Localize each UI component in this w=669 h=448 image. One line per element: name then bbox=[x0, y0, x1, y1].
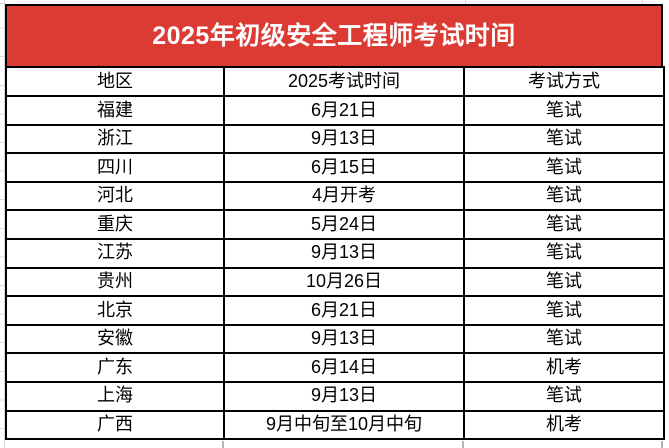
exam-schedule-table: 地区 2025考试时间 考试方式 福建 6月21日 笔试 浙江 9月13日 笔试… bbox=[5, 66, 665, 441]
table-row: 贵州 10月26日 笔试 bbox=[5, 266, 665, 298]
column-header-exam-date: 2025考试时间 bbox=[223, 66, 465, 97]
header-row: 地区 2025考试时间 考试方式 bbox=[5, 66, 665, 97]
region-cell: 上海 bbox=[5, 380, 225, 412]
exam-date-cell: 6月21日 bbox=[223, 95, 465, 126]
exam-date-cell: 6月21日 bbox=[223, 295, 465, 326]
table-title-banner: 2025年初级安全工程师考试时间 bbox=[5, 4, 663, 66]
region-cell: 广西 bbox=[5, 409, 225, 441]
table-row: 河北 4月开考 笔试 bbox=[5, 180, 665, 212]
exam-date-cell: 4月开考 bbox=[223, 180, 465, 212]
table-row: 上海 9月13日 笔试 bbox=[5, 380, 665, 412]
table-row: 四川 6月15日 笔试 bbox=[5, 152, 665, 183]
exam-date-cell: 9月13日 bbox=[223, 237, 465, 269]
table-row: 广东 6月14日 机考 bbox=[5, 352, 665, 383]
exam-date-cell: 9月13日 bbox=[223, 380, 465, 412]
exam-date-cell: 9月13日 bbox=[223, 323, 465, 355]
region-cell: 福建 bbox=[5, 95, 225, 126]
table-row: 重庆 5月24日 笔试 bbox=[5, 209, 665, 240]
region-cell: 江苏 bbox=[5, 237, 225, 269]
column-header-exam-method: 考试方式 bbox=[463, 66, 665, 97]
table-title: 2025年初级安全工程师考试时间 bbox=[152, 21, 516, 50]
exam-method-cell: 机考 bbox=[463, 352, 665, 383]
table-row: 江苏 9月13日 笔试 bbox=[5, 237, 665, 269]
exam-date-cell: 9月13日 bbox=[223, 123, 465, 155]
sheet-gridline bbox=[465, 0, 466, 4]
exam-method-cell: 笔试 bbox=[463, 266, 665, 298]
exam-method-cell: 笔试 bbox=[463, 209, 665, 240]
table-row: 广西 9月中旬至10月中旬 机考 bbox=[5, 409, 665, 441]
sheet-gridline bbox=[0, 0, 5, 448]
region-cell: 北京 bbox=[5, 295, 225, 326]
exam-method-cell: 笔试 bbox=[463, 237, 665, 269]
region-cell: 浙江 bbox=[5, 123, 225, 155]
exam-method-cell: 笔试 bbox=[463, 180, 665, 212]
region-cell: 重庆 bbox=[5, 209, 225, 240]
sheet-gridline bbox=[4, 0, 5, 448]
sheet-gridline bbox=[0, 3, 5, 4]
table-row: 安徽 9月13日 笔试 bbox=[5, 323, 665, 355]
table-row: 浙江 9月13日 笔试 bbox=[5, 123, 665, 155]
region-cell: 安徽 bbox=[5, 323, 225, 355]
table-row: 福建 6月21日 笔试 bbox=[5, 95, 665, 126]
column-header-region: 地区 bbox=[5, 66, 225, 97]
exam-method-cell: 笔试 bbox=[463, 295, 665, 326]
table-row: 北京 6月21日 笔试 bbox=[5, 295, 665, 326]
exam-date-cell: 6月14日 bbox=[223, 352, 465, 383]
exam-method-cell: 机考 bbox=[463, 409, 665, 441]
exam-date-cell: 6月15日 bbox=[223, 152, 465, 183]
exam-method-cell: 笔试 bbox=[463, 95, 665, 126]
exam-date-cell: 10月26日 bbox=[223, 266, 465, 298]
sheet-gridline bbox=[222, 441, 224, 448]
exam-method-cell: 笔试 bbox=[463, 380, 665, 412]
exam-method-cell: 笔试 bbox=[463, 323, 665, 355]
sheet-gridline bbox=[462, 441, 464, 448]
exam-method-cell: 笔试 bbox=[463, 152, 665, 183]
exam-date-cell: 9月中旬至10月中旬 bbox=[223, 409, 465, 441]
region-cell: 广东 bbox=[5, 352, 225, 383]
region-cell: 河北 bbox=[5, 180, 225, 212]
sheet-gridline bbox=[642, 0, 643, 4]
exam-method-cell: 笔试 bbox=[463, 123, 665, 155]
sheet-gridline bbox=[661, 441, 663, 448]
exam-date-cell: 5月24日 bbox=[223, 209, 465, 240]
region-cell: 贵州 bbox=[5, 266, 225, 298]
region-cell: 四川 bbox=[5, 152, 225, 183]
